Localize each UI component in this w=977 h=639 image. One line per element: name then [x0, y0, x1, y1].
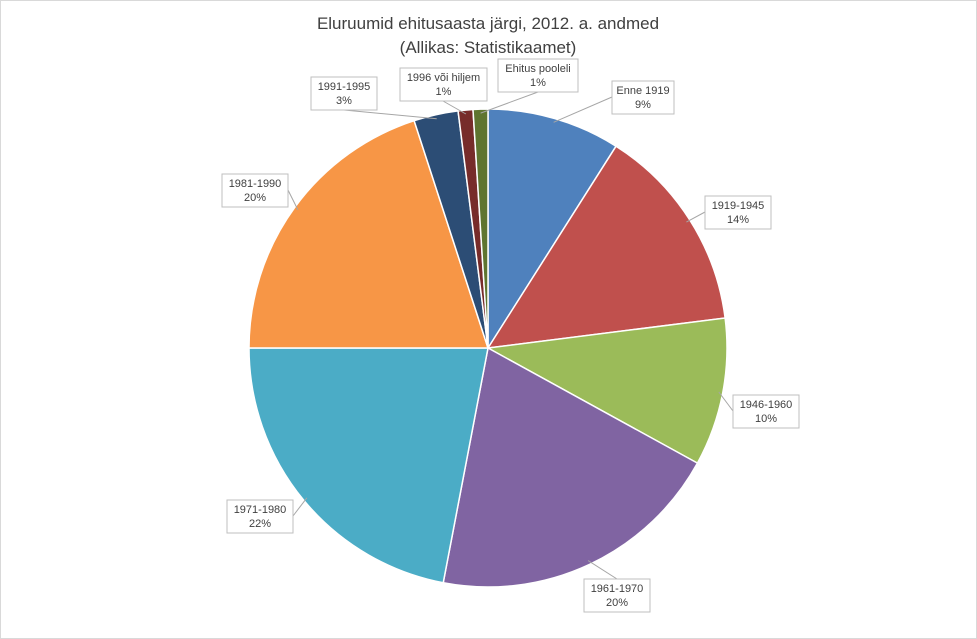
pie-slice-1971-1980	[248, 347, 489, 584]
leader-line	[686, 211, 706, 223]
leader-line	[287, 189, 299, 211]
data-label: 1981-1990 20%	[221, 173, 289, 208]
label-box	[226, 499, 294, 534]
data-label: 1971-1980 22%	[226, 499, 294, 534]
label-box	[611, 80, 675, 115]
label-category: 1991-1995	[318, 81, 371, 93]
chart-title: Eluruumid ehitusaasta järgi, 2012. a. an…	[317, 14, 659, 33]
label-category: 1996 või hiljem	[407, 72, 480, 84]
label-box	[704, 195, 772, 230]
label-category: 1946-1960	[740, 399, 793, 411]
label-percent: 10%	[755, 413, 777, 425]
leader-line	[292, 497, 308, 517]
label-percent: 22%	[249, 518, 271, 530]
pie-slice-1981-1990	[248, 119, 490, 349]
label-box	[399, 67, 488, 102]
label-category: Enne 1919	[616, 85, 669, 97]
label-percent: 1%	[436, 86, 452, 98]
label-box	[732, 394, 800, 429]
label-percent: 14%	[727, 214, 749, 226]
label-percent: 1%	[530, 77, 546, 89]
label-category: 1981-1990	[229, 178, 282, 190]
label-box	[583, 578, 651, 613]
leader-line	[587, 560, 618, 580]
data-label: 1961-1970 20%	[583, 578, 651, 613]
leader-line	[442, 100, 467, 115]
label-percent: 20%	[244, 192, 266, 204]
leader-lines	[287, 91, 734, 580]
label-category: Ehitus pooleli	[505, 63, 570, 75]
leader-line	[343, 109, 437, 120]
pie-slice-1946-1960	[485, 317, 728, 465]
pie-slices	[248, 108, 728, 588]
leader-line	[718, 391, 734, 412]
label-box	[310, 76, 378, 111]
pie-slice-1961-1970	[442, 346, 699, 588]
leader-line	[553, 96, 613, 123]
label-category: 1961-1970	[591, 583, 644, 595]
data-label: 1996 või hiljem 1%	[399, 67, 488, 102]
data-label: 1919-1945 14%	[704, 195, 772, 230]
label-box	[221, 173, 289, 208]
data-label: Enne 1919 9%	[611, 80, 675, 115]
data-labels: Enne 1919 9% 1919-1945 14% 1946-1960 10% 1961-…	[221, 58, 800, 613]
label-percent: 9%	[635, 99, 651, 111]
data-label: 1946-1960 10%	[732, 394, 800, 429]
leader-line	[480, 91, 539, 114]
label-percent: 3%	[336, 95, 352, 107]
label-category: 1919-1945	[712, 200, 765, 212]
label-category: 1971-1980	[234, 504, 287, 516]
label-percent: 20%	[606, 597, 628, 609]
label-box	[497, 58, 579, 93]
pie-slice-enne-1919	[487, 108, 618, 351]
data-label: Ehitus pooleli 1%	[497, 58, 579, 93]
pie-slice-ehitus-pooleli	[472, 108, 489, 349]
data-label: 1991-1995 3%	[310, 76, 378, 111]
chart-subtitle: (Allikas: Statistikaamet)	[400, 38, 577, 57]
